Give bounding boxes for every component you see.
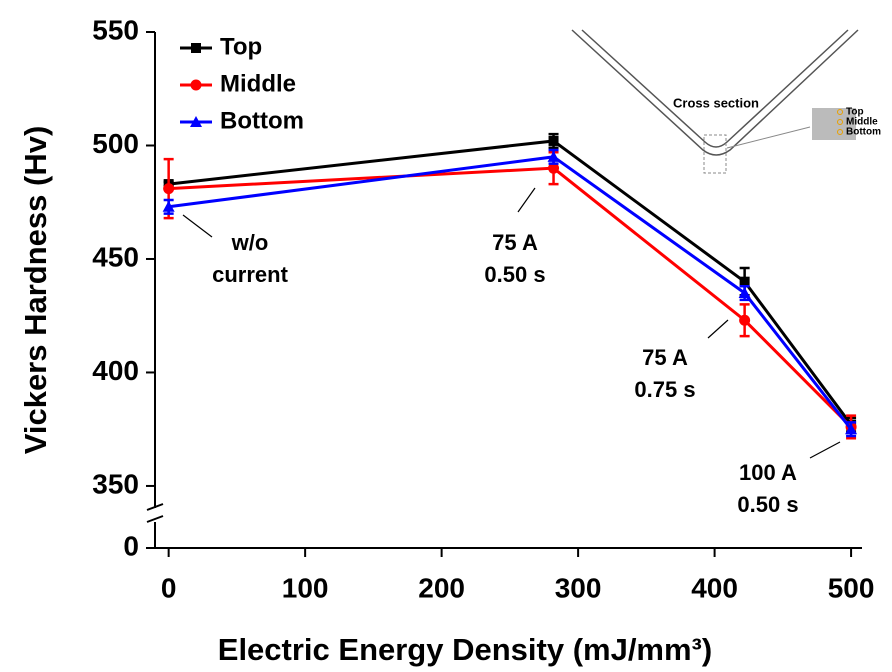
marker: [739, 276, 750, 287]
marker: [191, 43, 201, 53]
marker: [163, 183, 175, 195]
marker: [190, 116, 202, 127]
inset-label: Middle: [846, 117, 878, 128]
x-tick-label: 200: [418, 572, 465, 603]
x-tick-label: 0: [161, 572, 177, 603]
inset-label: Top: [846, 107, 864, 118]
inset-dot: [837, 129, 843, 135]
annotation: 75 A: [642, 345, 688, 370]
x-tick-label: 500: [828, 572, 875, 603]
marker: [738, 287, 751, 299]
inset: Cross section: [571, 29, 859, 174]
annotation: 100 A: [739, 460, 797, 485]
x-axis-label: Electric Energy Density (mJ/mm³): [218, 632, 712, 667]
x-tick-label: 100: [282, 572, 329, 603]
legend-label: Top: [220, 33, 262, 60]
series: [163, 151, 857, 440]
y-tick-label: 500: [92, 128, 139, 159]
inset-dot: [837, 119, 843, 125]
leader-line: [517, 187, 536, 213]
line: [168, 139, 853, 426]
y-tick-label: 0: [123, 530, 139, 561]
inset-dot: [837, 109, 843, 115]
marker: [548, 135, 559, 146]
line: [168, 155, 853, 431]
inset-outline: [571, 29, 859, 156]
legend-label: Bottom: [220, 107, 304, 134]
leader-line: [809, 441, 841, 459]
marker: [845, 423, 858, 435]
annotation: 0.75 s: [634, 377, 695, 402]
x-tick-label: 300: [555, 572, 602, 603]
leader-line: [707, 319, 729, 339]
inset-box: [703, 134, 727, 174]
marker: [190, 79, 202, 91]
axis-break: [146, 503, 164, 511]
annotation: 0.50 s: [737, 492, 798, 517]
annotation: 0.50 s: [484, 262, 545, 287]
annotation: w/o: [231, 230, 269, 255]
y-tick-label: 550: [92, 14, 139, 45]
marker: [739, 314, 751, 326]
inset-label: Bottom: [846, 127, 881, 138]
inset-outline: [581, 29, 849, 148]
leader-line: [182, 214, 213, 238]
x-tick-label: 400: [691, 572, 738, 603]
annotation: 75 A: [492, 230, 538, 255]
marker: [548, 162, 560, 174]
line: [168, 166, 853, 428]
y-axis-label: Vickers Hardness (Hv): [18, 126, 53, 455]
series: [162, 148, 858, 438]
marker: [547, 150, 560, 162]
marker: [162, 200, 175, 212]
axis-break: [146, 515, 164, 523]
inset-sample: [812, 108, 856, 140]
inset-title: Cross section: [673, 95, 759, 110]
inset-arrow: [726, 126, 811, 149]
annotation: current: [212, 262, 288, 287]
y-tick-label: 450: [92, 241, 139, 272]
y-tick-label: 400: [92, 355, 139, 386]
y-tick-label: 350: [92, 468, 139, 499]
legend-label: Middle: [220, 70, 296, 97]
